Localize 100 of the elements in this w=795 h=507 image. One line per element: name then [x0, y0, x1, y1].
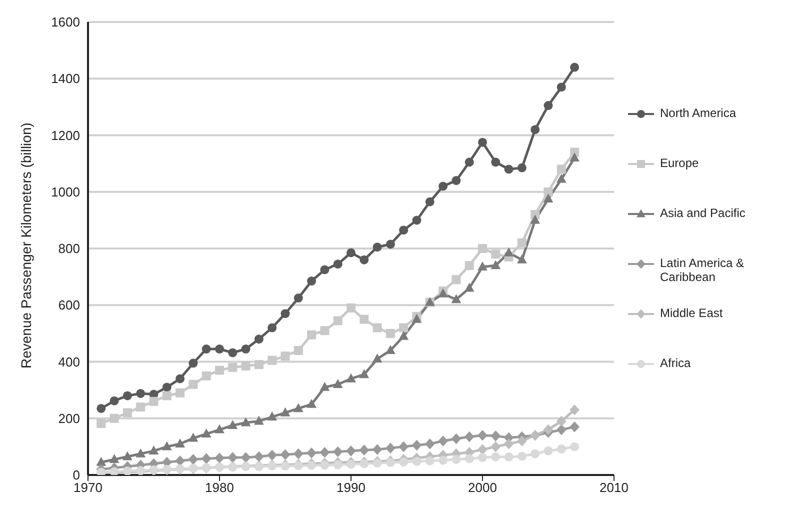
y-tick-label: 0 [72, 468, 80, 483]
point [544, 101, 553, 110]
point [504, 452, 514, 462]
point [241, 344, 250, 354]
point [451, 433, 462, 444]
y-tick-label: 600 [58, 298, 80, 313]
point [372, 444, 382, 455]
y-tick-label: 1400 [51, 71, 80, 86]
x-tick-label: 1990 [336, 480, 366, 496]
point [320, 326, 330, 336]
point [280, 449, 290, 460]
point [412, 456, 422, 466]
y-tick-label: 1600 [51, 14, 80, 30]
legend-label: Asia and Pacific [660, 206, 746, 220]
point [215, 366, 224, 375]
point [136, 448, 146, 458]
point [478, 444, 488, 455]
point [267, 412, 278, 421]
point [372, 458, 382, 468]
point [240, 452, 251, 463]
point [517, 163, 526, 172]
point [176, 388, 185, 398]
point [556, 424, 566, 436]
point [333, 316, 342, 326]
point [136, 402, 146, 412]
point [176, 374, 185, 384]
point [556, 444, 566, 454]
point [294, 294, 303, 303]
x-tick-label: 2000 [468, 480, 497, 496]
legend-label: Africa [660, 356, 691, 370]
point [359, 369, 370, 378]
point [110, 396, 119, 406]
legend-label: North America [660, 106, 736, 120]
point [280, 352, 290, 361]
point [267, 450, 278, 461]
point [517, 238, 526, 248]
point [570, 442, 580, 452]
point [110, 414, 119, 423]
point [122, 408, 132, 418]
point [464, 431, 474, 442]
point [268, 323, 277, 332]
point [122, 391, 132, 400]
point [360, 459, 369, 468]
point [228, 362, 238, 372]
point [320, 265, 330, 274]
point [215, 344, 224, 354]
legend-label: Middle East [660, 306, 723, 320]
point [386, 240, 395, 249]
point [346, 460, 356, 469]
point [424, 438, 435, 450]
point [162, 441, 172, 450]
point [438, 456, 448, 465]
point [556, 174, 566, 183]
point [360, 255, 369, 264]
point [398, 330, 409, 340]
point [188, 432, 198, 442]
point [556, 164, 566, 174]
point [320, 460, 330, 470]
point [504, 438, 514, 450]
point [517, 452, 526, 461]
point [386, 345, 396, 354]
point [398, 441, 409, 452]
point [490, 441, 501, 452]
point [162, 391, 172, 400]
point [293, 403, 304, 412]
point [372, 323, 382, 332]
point [386, 458, 395, 468]
point [504, 164, 514, 174]
point [96, 456, 106, 466]
point [425, 197, 434, 206]
point [452, 275, 461, 284]
y-tick-label: 1000 [51, 184, 80, 200]
point [359, 444, 370, 456]
point [372, 354, 382, 363]
point [306, 398, 316, 408]
point [504, 247, 514, 256]
point [399, 457, 408, 466]
point [122, 451, 132, 460]
point [333, 460, 342, 470]
point [556, 82, 566, 92]
point [202, 371, 211, 380]
point [517, 254, 527, 264]
y-axis-title: Revenue Passenger Kilometers (billion) [18, 122, 34, 368]
point [478, 244, 487, 253]
point [201, 428, 212, 438]
point [346, 446, 356, 456]
point [320, 382, 330, 391]
point [544, 187, 553, 196]
point [188, 358, 198, 368]
point [478, 452, 487, 462]
point [346, 373, 356, 382]
point [294, 461, 303, 470]
point [556, 416, 566, 427]
legend-label: Latin America & Caribbean [660, 256, 746, 284]
point [478, 262, 488, 271]
point [136, 388, 146, 398]
point [491, 250, 500, 259]
point [452, 454, 461, 464]
point [306, 448, 316, 458]
point [490, 430, 501, 442]
